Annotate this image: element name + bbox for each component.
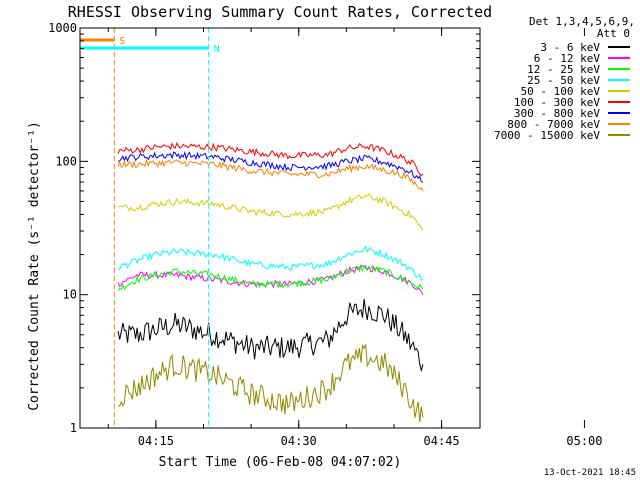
- y-tick-label: 1: [70, 421, 77, 435]
- y-axis-label: Corrected Count Rate (s⁻¹ detector⁻¹): [27, 121, 42, 411]
- y-tick-label: 10: [63, 288, 77, 302]
- y-tick-label: 1000: [48, 21, 77, 35]
- legend-label-3-6-kev: 3 - 6 keV: [540, 41, 600, 54]
- series-line-50-100-kev: [117, 193, 424, 232]
- legend-label-7000-15000-kev: 7000 - 15000 keV: [494, 129, 600, 142]
- flag-label-n: N: [214, 44, 220, 55]
- legend-label-12-25-kev: 12 - 25 keV: [527, 63, 600, 76]
- legend-header-detectors: Det 1,3,4,5,6,9,: [529, 15, 635, 28]
- x-tick-label: 04:30: [281, 434, 317, 448]
- y-tick-label: 100: [55, 154, 77, 168]
- plot-frame: [79, 27, 481, 429]
- series-line-100-300-kev: [117, 142, 424, 177]
- series-line-25-50-kev: [117, 245, 424, 281]
- legend-header-attenuator: Att 0: [597, 27, 630, 40]
- series-line-12-25-kev: [117, 264, 424, 292]
- series-line-300-800-kev: [117, 151, 423, 183]
- footer-timestamp: 13-Oct-2021 18:45: [544, 468, 636, 478]
- flag-label-s: S: [119, 36, 125, 47]
- series-line-7000-15000-kev: [118, 344, 424, 422]
- x-tick-label: 04:45: [424, 434, 460, 448]
- legend-label-100-300-kev: 100 - 300 keV: [514, 96, 600, 109]
- chart-title: RHESSI Observing Summary Count Rates, Co…: [68, 3, 492, 21]
- x-tick-label: 04:15: [138, 434, 174, 448]
- x-tick-label: 05:00: [566, 434, 602, 448]
- legend-label-6-12-kev: 6 - 12 keV: [534, 52, 601, 65]
- legend-label-25-50-kev: 25 - 50 keV: [527, 74, 600, 87]
- series-line-800-7000-kev: [117, 158, 424, 192]
- series-line-3-6-kev: [117, 298, 424, 373]
- legend-label-50-100-kev: 50 - 100 keV: [521, 85, 601, 98]
- legend-label-300-800-kev: 300 - 800 keV: [514, 107, 600, 120]
- legend-label-800-7000-kev: 800 - 7000 keV: [507, 118, 600, 131]
- x-axis-label: Start Time (06-Feb-08 04:07:02): [159, 455, 402, 470]
